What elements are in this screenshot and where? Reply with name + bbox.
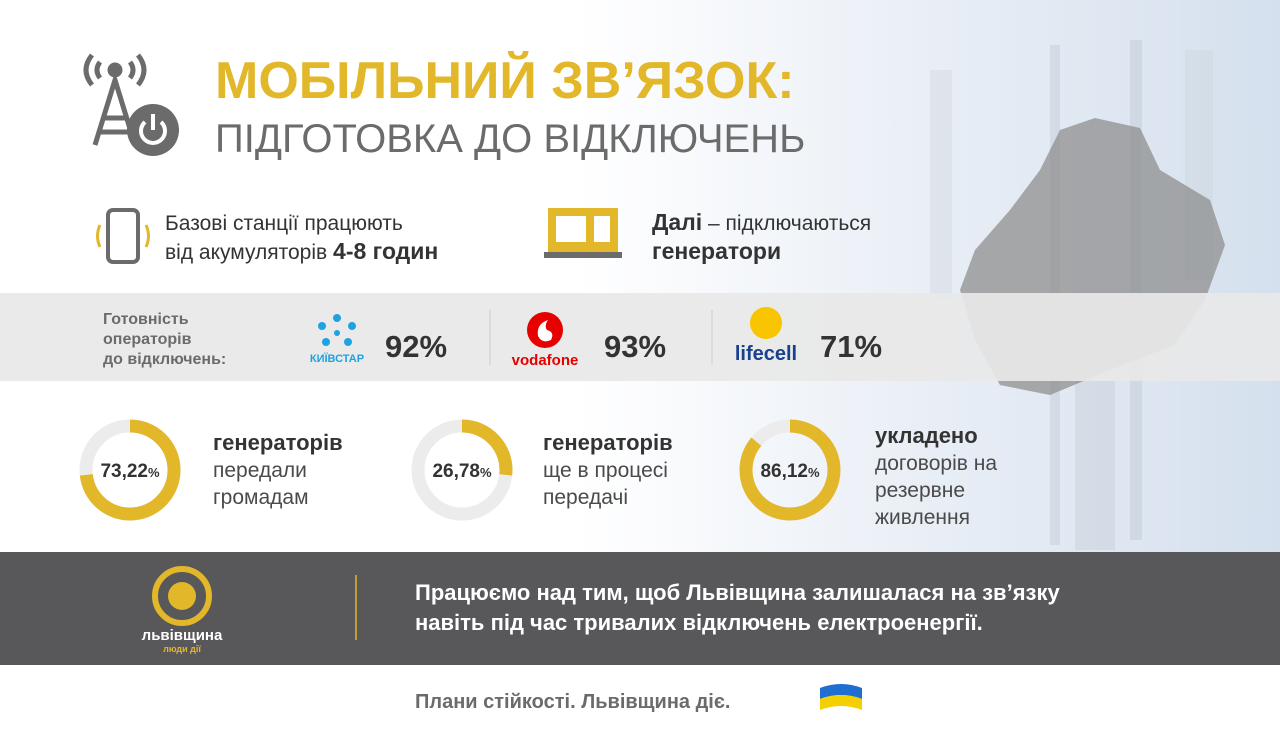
fact-highlight: 4-8 годин	[333, 238, 438, 264]
donut-value: 26,78	[432, 461, 480, 482]
phone-vibe	[96, 224, 150, 248]
readiness-label: операторів	[103, 331, 192, 348]
fact-highlight: Далі	[652, 209, 702, 235]
readiness-label: до відключень:	[103, 351, 226, 368]
flag-yellow	[820, 695, 862, 710]
donut-unit: %	[148, 465, 160, 480]
readiness-label: Готовність	[103, 311, 189, 328]
fact-line: Базові станції працюють	[165, 212, 403, 235]
title: МОБІЛЬНИЙ ЗВ’ЯЗОК:	[215, 51, 795, 110]
operator-logo: vodafone	[512, 352, 579, 369]
kyivstar-logo	[318, 314, 356, 346]
donut-unit: %	[480, 465, 492, 480]
slogan: Плани стійкості. Львівщина діє.	[415, 691, 730, 713]
operator-readiness: 71%	[820, 329, 882, 364]
donut-arc	[739, 419, 841, 521]
operator-readiness: 92%	[385, 329, 447, 364]
fact-line: Далі – підключаються	[652, 209, 871, 235]
stat-text: передали	[213, 459, 307, 482]
footer-band	[0, 552, 1280, 665]
donut-label: 86,12%	[760, 461, 820, 482]
fact-text: – підключаються	[708, 212, 871, 235]
footer-message: навіть під час тривалих відключень елект…	[415, 610, 983, 635]
brand: львівщина	[142, 627, 223, 644]
stat-text: передачі	[543, 486, 628, 509]
stat-text: живлення	[875, 506, 970, 529]
footer-message: Працюємо над тим, щоб Львівщина залишала…	[415, 580, 1060, 605]
stat-text: ще в процесі	[543, 459, 668, 482]
power-symbol	[139, 114, 167, 145]
stat-text: генераторів	[543, 430, 673, 455]
lifecell-logo	[750, 307, 782, 339]
stat-text: укладено	[875, 423, 978, 448]
operator-logo: lifecell	[735, 343, 797, 365]
fact-line: генератори	[652, 238, 781, 264]
donut-value: 86,12	[760, 461, 808, 482]
phone-icon	[106, 208, 140, 264]
donut-value: 73,22	[100, 461, 148, 482]
fact-text: від акумуляторів	[165, 241, 327, 264]
brand-logo	[152, 566, 212, 626]
donut-label: 73,22%	[100, 461, 160, 482]
readiness: Готовність операторів до відключень: КИЇВСТ…	[103, 311, 882, 369]
stat-text: договорів на	[875, 452, 997, 475]
stat-text: резервне	[875, 479, 965, 502]
subtitle: ПІДГОТОВКА ДО ВІДКЛЮЧЕНЬ	[215, 117, 805, 161]
donut-unit: %	[808, 465, 820, 480]
generator-panel	[556, 216, 586, 242]
donut-arc	[79, 419, 181, 521]
stat-text: громадам	[213, 486, 309, 509]
flag-blue	[820, 684, 862, 699]
operator-readiness: 93%	[604, 329, 666, 364]
readiness-band	[0, 293, 1280, 381]
stats: 73,22% генераторів передали громадам 26,78% г…	[79, 419, 997, 529]
brand-logo-core	[168, 582, 196, 610]
operator-logo: КИЇВСТАР	[310, 352, 364, 365]
stat-text: генераторів	[213, 430, 343, 455]
donut-arc	[461, 419, 513, 476]
generator-base	[544, 252, 622, 258]
generator-panel	[594, 216, 610, 242]
brand-sub: люди дії	[163, 644, 201, 654]
vodafone-mark	[537, 320, 553, 342]
donut-label: 26,78%	[432, 461, 492, 482]
fact-line: від акумуляторів 4-8 годин	[165, 238, 438, 264]
